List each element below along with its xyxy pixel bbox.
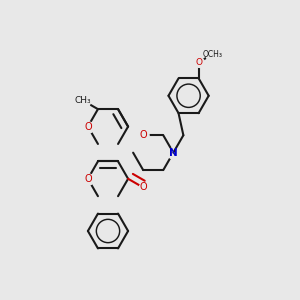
Text: CH₃: CH₃ (75, 96, 92, 105)
Text: O: O (84, 174, 92, 184)
Text: O: O (195, 58, 202, 67)
Text: O: O (139, 182, 147, 192)
Text: O: O (84, 122, 92, 132)
Text: N: N (169, 148, 178, 158)
Text: O: O (140, 130, 147, 140)
Text: OCH₃: OCH₃ (202, 50, 223, 59)
